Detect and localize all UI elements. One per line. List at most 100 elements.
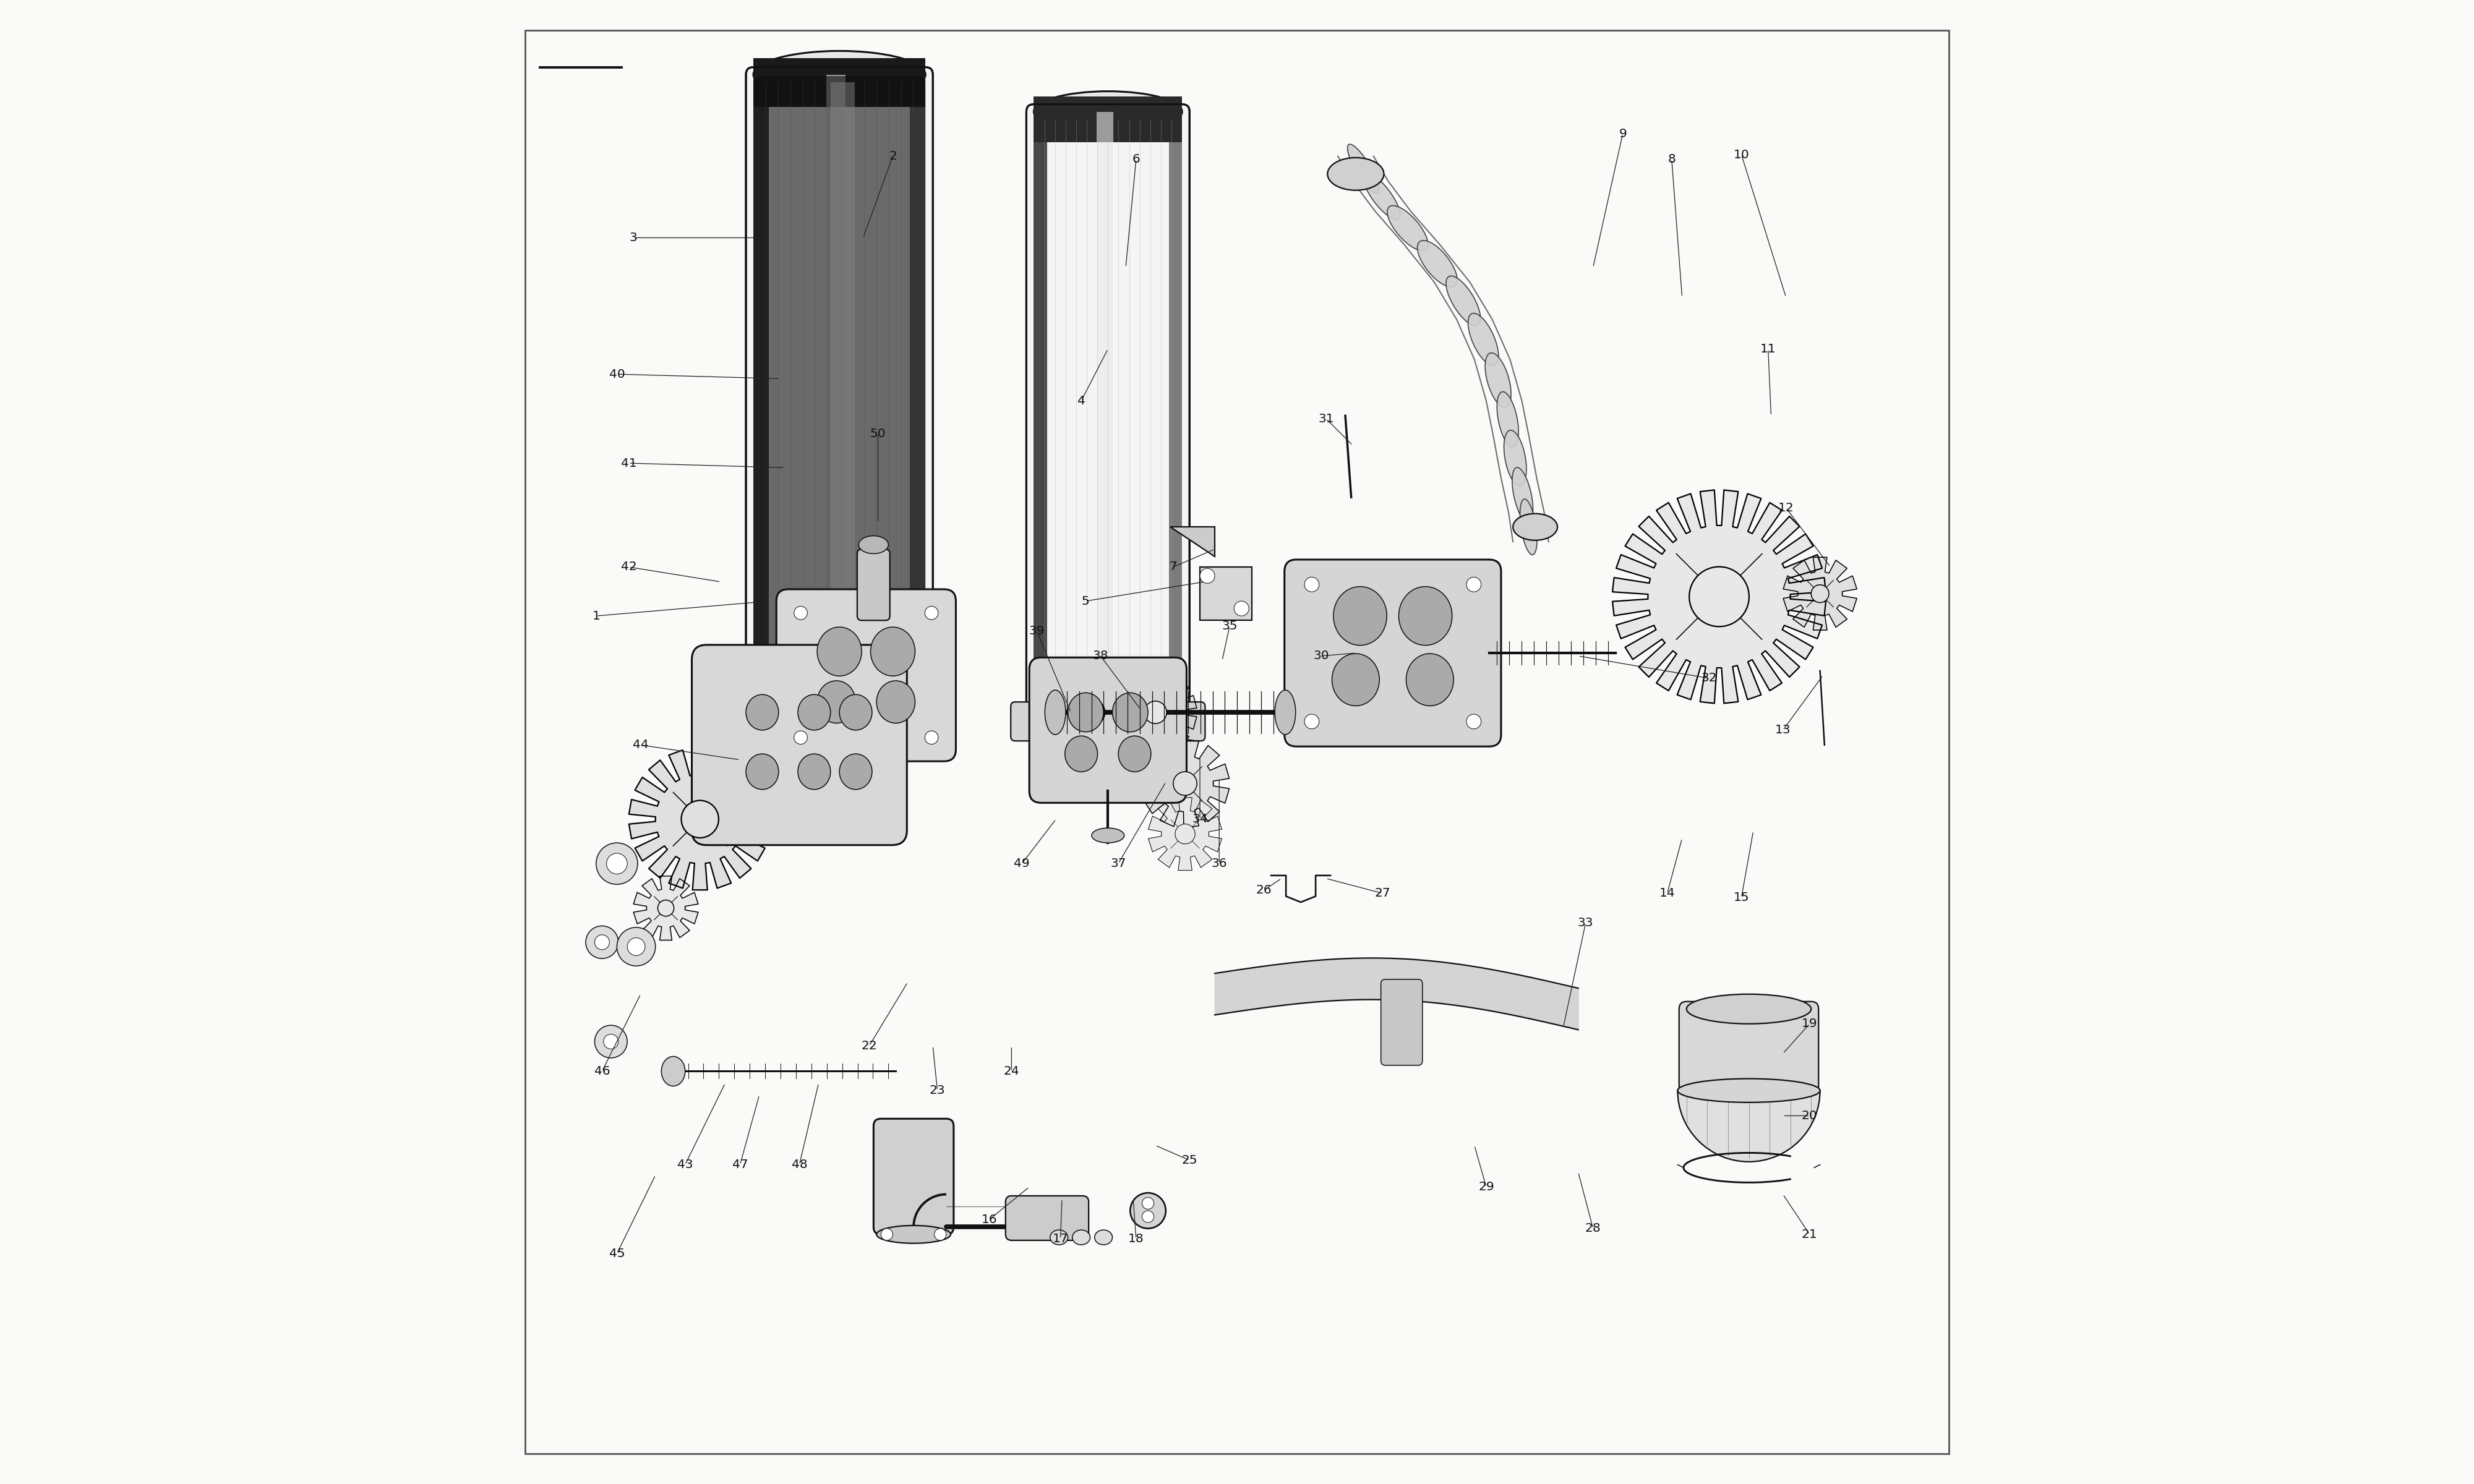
Ellipse shape [1034, 92, 1183, 132]
Ellipse shape [1069, 693, 1103, 732]
Circle shape [794, 732, 807, 743]
Ellipse shape [1091, 828, 1123, 843]
Text: 4: 4 [1076, 395, 1086, 407]
FancyBboxPatch shape [1380, 979, 1423, 1066]
FancyBboxPatch shape [1034, 111, 1047, 720]
FancyBboxPatch shape [826, 74, 846, 727]
FancyBboxPatch shape [1029, 657, 1188, 803]
Polygon shape [1170, 527, 1215, 556]
Ellipse shape [1484, 353, 1512, 408]
Text: 48: 48 [792, 1159, 807, 1171]
Circle shape [616, 927, 656, 966]
Ellipse shape [1504, 430, 1526, 485]
Ellipse shape [720, 657, 737, 717]
Text: 49: 49 [1014, 858, 1029, 870]
Circle shape [1467, 714, 1482, 729]
FancyBboxPatch shape [727, 708, 952, 749]
Text: 40: 40 [609, 368, 626, 380]
Text: 23: 23 [930, 1085, 945, 1097]
Text: 34: 34 [1192, 813, 1207, 825]
Ellipse shape [1274, 690, 1296, 735]
Ellipse shape [1398, 586, 1452, 646]
Ellipse shape [839, 695, 871, 730]
Circle shape [586, 926, 618, 959]
Ellipse shape [799, 754, 831, 789]
Text: 22: 22 [861, 1040, 878, 1052]
Ellipse shape [871, 628, 915, 677]
Text: 20: 20 [1801, 1110, 1818, 1122]
Ellipse shape [1405, 653, 1455, 706]
Ellipse shape [1118, 736, 1150, 772]
Ellipse shape [816, 628, 861, 677]
Circle shape [925, 732, 938, 743]
Ellipse shape [1049, 1230, 1069, 1245]
Ellipse shape [1071, 1230, 1091, 1245]
Circle shape [658, 899, 673, 916]
FancyBboxPatch shape [831, 82, 856, 720]
FancyBboxPatch shape [777, 589, 955, 761]
Text: 18: 18 [1128, 1233, 1143, 1245]
Ellipse shape [1363, 174, 1400, 220]
Circle shape [604, 1034, 618, 1049]
Ellipse shape [1514, 513, 1559, 540]
Ellipse shape [1677, 1079, 1821, 1103]
Ellipse shape [1329, 157, 1383, 190]
Text: 32: 32 [1700, 672, 1717, 684]
Text: 25: 25 [1183, 1155, 1197, 1166]
Ellipse shape [876, 681, 915, 723]
Text: 29: 29 [1479, 1181, 1494, 1193]
Circle shape [606, 853, 628, 874]
Polygon shape [1200, 567, 1252, 620]
Polygon shape [1148, 797, 1222, 871]
Text: 8: 8 [1667, 153, 1675, 165]
Text: 6: 6 [1133, 153, 1141, 165]
Text: 14: 14 [1660, 887, 1675, 899]
Circle shape [1143, 1211, 1153, 1223]
Circle shape [1143, 700, 1168, 724]
Text: 45: 45 [609, 1248, 626, 1260]
FancyBboxPatch shape [1168, 111, 1183, 720]
Ellipse shape [876, 1226, 950, 1244]
Text: 5: 5 [1081, 595, 1089, 607]
Text: 37: 37 [1111, 858, 1126, 870]
Circle shape [1304, 577, 1319, 592]
Ellipse shape [858, 536, 888, 554]
Text: 44: 44 [633, 739, 648, 751]
Text: 31: 31 [1319, 413, 1333, 424]
FancyBboxPatch shape [1004, 1196, 1089, 1241]
Text: 3: 3 [628, 232, 638, 243]
FancyBboxPatch shape [1680, 1002, 1818, 1094]
Polygon shape [1613, 490, 1826, 703]
FancyBboxPatch shape [1284, 559, 1502, 746]
FancyBboxPatch shape [747, 67, 933, 735]
Circle shape [594, 935, 609, 950]
Text: 16: 16 [982, 1214, 997, 1226]
Circle shape [1690, 567, 1749, 626]
Circle shape [596, 843, 638, 884]
Text: 7: 7 [1170, 561, 1178, 573]
Text: 24: 24 [1004, 1066, 1019, 1077]
Text: 9: 9 [1618, 128, 1628, 139]
Ellipse shape [839, 754, 871, 789]
FancyBboxPatch shape [873, 1119, 952, 1235]
Text: 42: 42 [621, 561, 636, 573]
Text: 12: 12 [1779, 502, 1794, 513]
Wedge shape [1677, 1091, 1821, 1162]
Text: 39: 39 [1029, 625, 1044, 637]
Ellipse shape [747, 695, 779, 730]
Ellipse shape [1418, 240, 1457, 286]
Text: 30: 30 [1314, 650, 1329, 662]
Ellipse shape [1094, 1230, 1113, 1245]
Circle shape [794, 607, 807, 620]
Ellipse shape [1497, 392, 1519, 447]
Circle shape [628, 938, 646, 956]
Polygon shape [1141, 739, 1230, 828]
FancyBboxPatch shape [856, 549, 891, 620]
Text: 46: 46 [594, 1066, 611, 1077]
Circle shape [1200, 568, 1215, 583]
Circle shape [925, 607, 938, 620]
Circle shape [1175, 824, 1195, 844]
Circle shape [594, 1025, 628, 1058]
Text: 36: 36 [1212, 858, 1227, 870]
Ellipse shape [1467, 313, 1499, 365]
